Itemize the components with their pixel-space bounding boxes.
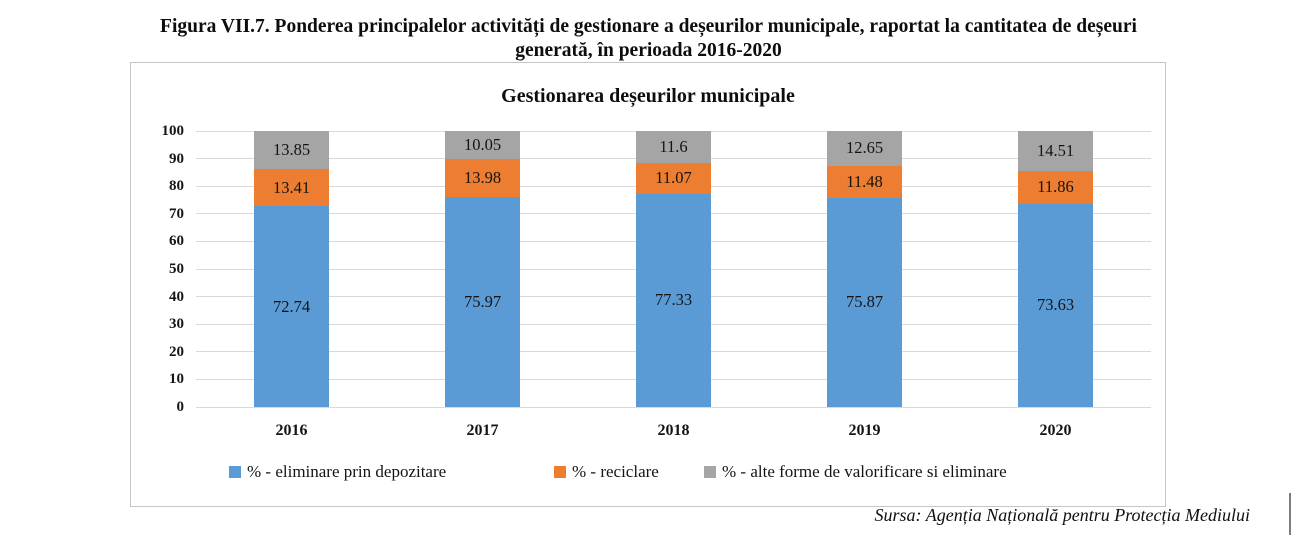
- bar-value-label: 11.48: [846, 171, 883, 191]
- bar-value-label: 75.87: [845, 292, 884, 312]
- bar-value-label: 11.6: [659, 137, 688, 157]
- bar-segment-depozitare: 75.97: [445, 197, 520, 407]
- bar-segment-alte-forme: 11.6: [636, 131, 711, 164]
- x-axis-label: 2019: [848, 422, 881, 439]
- legend-label: % - alte forme de valorificare si elimin…: [722, 462, 1007, 481]
- bar-segment-alte-forme: 10.05: [445, 131, 520, 159]
- bar-segment-reciclare: 11.48: [827, 165, 902, 198]
- figure-caption: Figura VII.7. Ponderea principalelor act…: [0, 15, 1297, 63]
- x-axis-label: 2016: [275, 422, 308, 439]
- legend-swatch-icon: [229, 466, 241, 478]
- bar-segment-depozitare: 77.33: [636, 193, 711, 407]
- bar-segment-depozitare: 72.74: [254, 206, 329, 407]
- bar-value-label: 10.05: [463, 134, 502, 154]
- x-axis-label: 2020: [1039, 422, 1072, 439]
- gridline: [196, 406, 1151, 408]
- y-axis-tick-label: 20: [169, 343, 184, 360]
- bar-segment-reciclare: 13.41: [254, 169, 329, 207]
- figure-caption-line1: Figura VII.7. Ponderea principalelor act…: [160, 16, 1137, 37]
- bar-segment-depozitare: 75.87: [827, 197, 902, 407]
- y-axis-tick-label: 100: [161, 123, 185, 139]
- y-axis-tick-label: 90: [169, 150, 184, 167]
- bar-value-label: 11.86: [1037, 177, 1074, 197]
- x-axis-label: 2017: [466, 422, 499, 439]
- bar-segment-alte-forme: 13.85: [254, 131, 329, 170]
- plot-area: 0 10 20 30 40 50 60 70 80 90 100 72.74 13.41 13.85 75.…: [162, 123, 1151, 415]
- y-axis-tick-label: 40: [169, 288, 184, 305]
- bar-value-label: 14.51: [1036, 141, 1075, 161]
- gridline: [196, 130, 1151, 132]
- legend-label: % - eliminare prin depozitare: [247, 462, 447, 481]
- bar-value-label: 73.63: [1036, 295, 1075, 315]
- bar-segment-reciclare: 11.07: [636, 163, 711, 194]
- y-axis-tick-label: 80: [169, 178, 184, 195]
- bar-segment-reciclare: 11.86: [1018, 171, 1093, 204]
- bar-value-label: 12.65: [845, 138, 884, 158]
- chart-area: Gestionarea deșeurilor municipale 0 10 20 3…: [130, 62, 1166, 507]
- page-edge-line: [1289, 493, 1291, 535]
- x-axis-labels: 2016 2017 2018 2019 2020: [196, 422, 1151, 446]
- legend-item: % - eliminare prin depozitare: [229, 462, 446, 482]
- y-axis-tick-label: 60: [169, 233, 184, 250]
- y-axis-tick-label: 10: [169, 371, 184, 388]
- bar-segment-depozitare: 73.63: [1018, 203, 1093, 407]
- bar-value-label: 75.97: [463, 292, 502, 312]
- figure-caption-line2: generată, în perioada 2016-2020: [515, 40, 782, 61]
- y-axis-tick-label: 0: [176, 399, 185, 415]
- legend-item: % - reciclare: [554, 462, 659, 482]
- bar-segment-alte-forme: 14.51: [1018, 131, 1093, 172]
- bar-segment-reciclare: 13.98: [445, 158, 520, 198]
- bar-value-label: 11.07: [655, 168, 692, 188]
- y-axis-tick-label: 70: [169, 205, 184, 222]
- y-axis-tick-label: 50: [169, 261, 184, 277]
- chart-legend: % - eliminare prin depozitare % - recicla…: [131, 462, 1165, 486]
- legend-swatch-icon: [554, 466, 566, 478]
- x-axis-label: 2018: [657, 422, 690, 439]
- source-attribution: Sursa: Agenția Națională pentru Protecți…: [874, 505, 1250, 525]
- bar-value-label: 77.33: [654, 290, 693, 310]
- legend-label: % - reciclare: [572, 462, 659, 481]
- bar-segment-alte-forme: 12.65: [827, 131, 902, 166]
- chart-title: Gestionarea deșeurilor municipale: [501, 85, 795, 107]
- bar-value-label: 13.85: [272, 140, 311, 160]
- y-axis-tick-label: 30: [169, 316, 184, 333]
- legend-item: % - alte forme de valorificare si elimin…: [704, 462, 1007, 482]
- bar-value-label: 13.98: [463, 168, 502, 188]
- bar-value-label: 72.74: [272, 296, 311, 316]
- bar-value-label: 13.41: [272, 177, 311, 197]
- legend-swatch-icon: [704, 466, 716, 478]
